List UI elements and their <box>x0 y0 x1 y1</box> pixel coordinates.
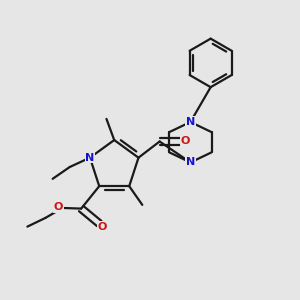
Text: N: N <box>186 117 195 127</box>
Text: N: N <box>186 158 195 167</box>
Text: O: O <box>98 222 107 232</box>
Text: N: N <box>85 153 94 163</box>
Text: O: O <box>54 202 63 212</box>
Text: O: O <box>181 136 190 146</box>
